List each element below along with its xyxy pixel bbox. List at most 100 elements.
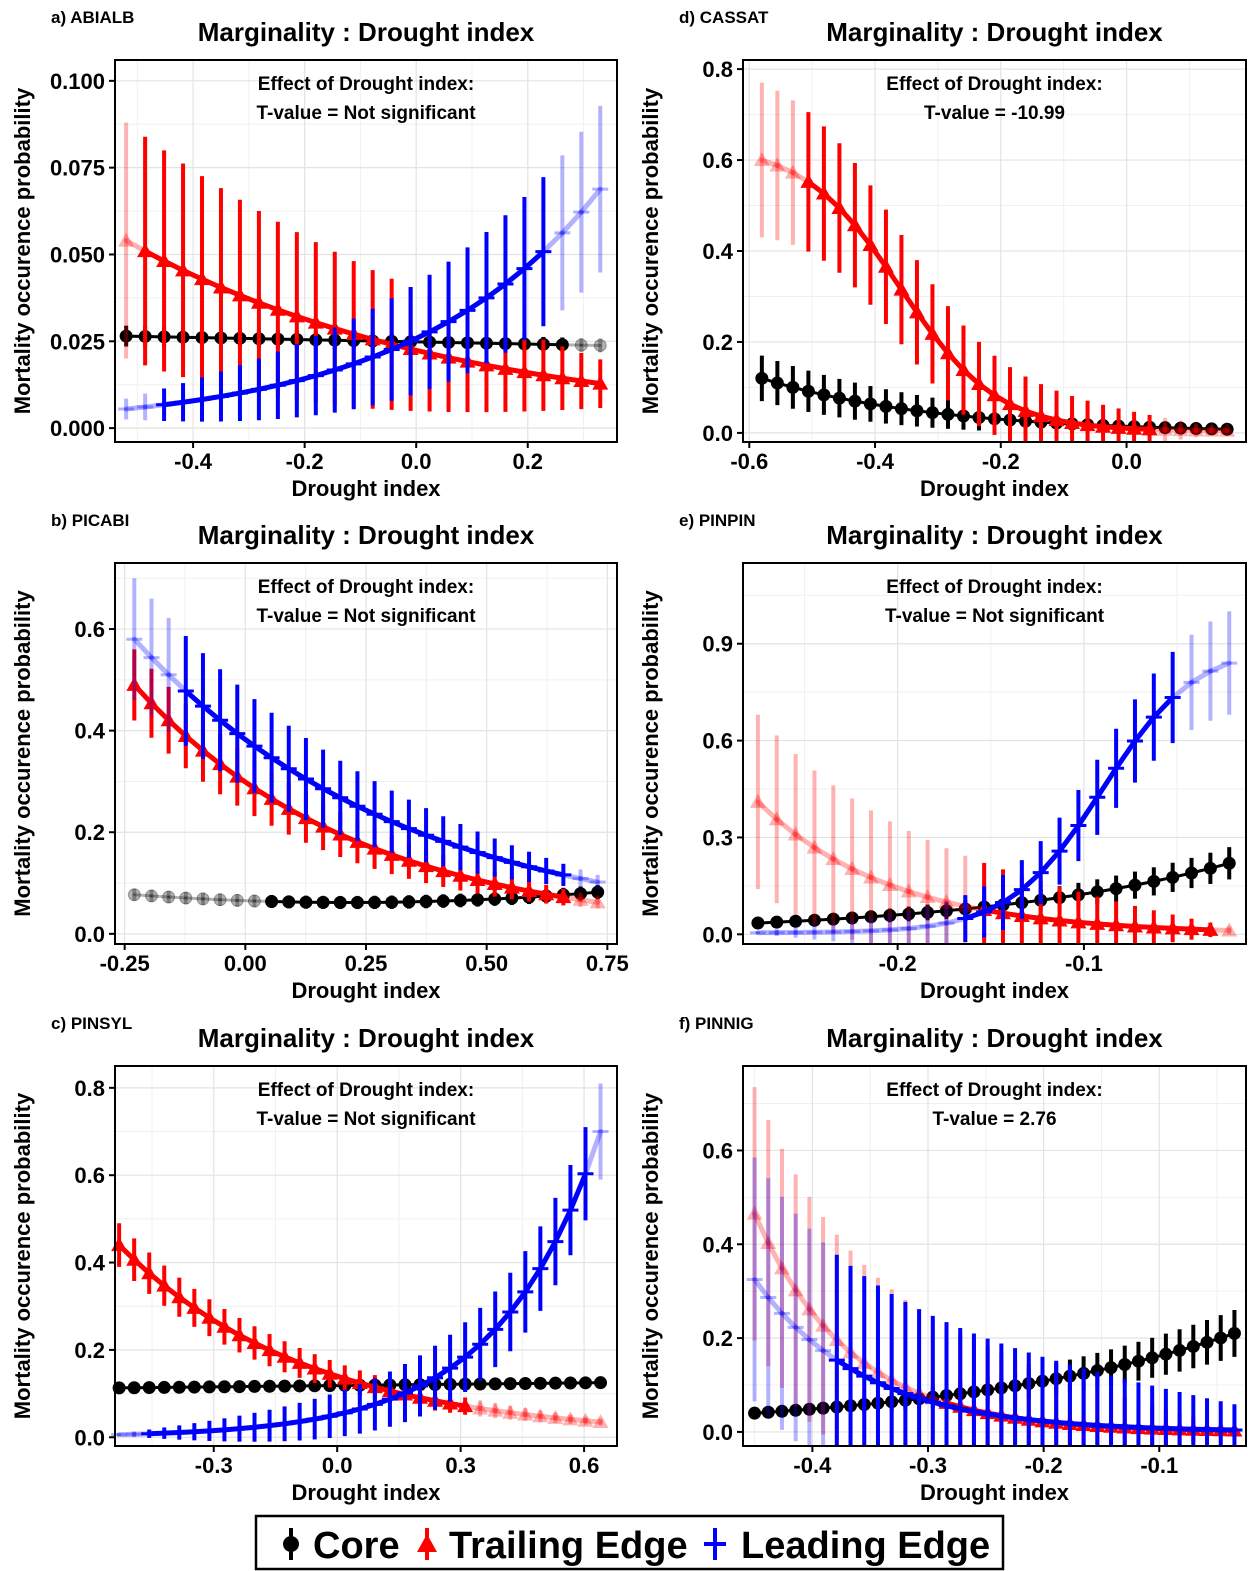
x-axis-label: Drought index <box>920 476 1070 501</box>
y-tick-label: 0.2 <box>74 1338 105 1363</box>
data-point-core <box>1090 885 1104 899</box>
x-tick-label: -0.1 <box>1140 1453 1178 1478</box>
data-point-trailing-edge <box>212 279 229 294</box>
series-line-segment <box>218 898 239 902</box>
x-tick-label: -0.4 <box>174 449 213 474</box>
series-line-segment <box>507 1410 528 1418</box>
y-tick-label: 0.6 <box>702 1138 733 1163</box>
series-trailing-edge <box>118 122 609 413</box>
data-point-core <box>247 894 261 908</box>
y-axis-label: Mortality occurence probability <box>638 590 663 917</box>
data-point-trailing-edge <box>815 185 832 200</box>
panel-title: Marginality : Drought index <box>198 1023 535 1053</box>
data-point-trailing-edge <box>815 1317 832 1332</box>
y-tick-label: 0.0 <box>702 922 733 947</box>
data-point-core <box>127 1381 141 1395</box>
series-line-segment <box>1207 660 1232 674</box>
data-point-core <box>263 1379 277 1393</box>
data-point-trailing-edge <box>231 287 248 302</box>
series-line-segment <box>755 799 780 822</box>
effect-line-1: Effect of Drought index: <box>886 577 1102 598</box>
series-line-segment <box>446 307 471 325</box>
data-point-trailing-edge <box>1221 922 1238 937</box>
data-point-trailing-edge <box>250 294 267 309</box>
grid <box>743 563 1246 944</box>
series-line-segment <box>1170 679 1195 701</box>
series-line-segment <box>887 882 912 895</box>
data-point-core <box>187 1380 201 1394</box>
legend-label-leading-edge: Leading Edge <box>741 1525 990 1567</box>
data-point-core <box>196 892 210 906</box>
panel-3: -0.3 0.0 0.3 0.6 0.0 0.2 0.4 0.6 0.8 c) PINSYL Mar… <box>10 1014 618 1505</box>
data-point-trailing-edge <box>986 387 1003 402</box>
data-point-trailing-edge <box>487 1402 504 1417</box>
effect-line-1: Effect of Drought index: <box>258 1080 474 1101</box>
series-line-segment <box>537 1413 558 1421</box>
y-tick-label: 0.6 <box>74 1163 105 1188</box>
data-point-trailing-edge <box>517 1406 534 1421</box>
data-point-core <box>230 893 244 907</box>
x-tick-label: -0.3 <box>909 1453 947 1478</box>
series-line-segment <box>578 186 603 215</box>
data-point-core <box>748 1406 762 1420</box>
data-point-trailing-edge <box>862 237 879 252</box>
series-line-segment <box>502 266 527 287</box>
series-line-segment <box>765 1294 785 1316</box>
y-axis-label: Mortality occurence probability <box>10 1092 35 1419</box>
series-line-segment <box>462 1341 483 1360</box>
data-point-core <box>1185 866 1199 880</box>
series-line-segment <box>1000 887 1025 906</box>
panel-letter: d) CASSAT <box>679 8 769 27</box>
series-line-segment <box>492 1408 513 1416</box>
data-point-trailing-edge <box>1033 408 1050 423</box>
x-tick-label: -0.1 <box>1065 951 1103 976</box>
data-point-trailing-edge <box>156 252 173 267</box>
y-axis-label: Mortality occurence probability <box>10 590 35 917</box>
series-line-segment <box>582 1129 604 1177</box>
data-point-core <box>1200 1335 1214 1349</box>
legend-item-trailing-edge: Trailing Edge <box>417 1525 688 1567</box>
y-tick-label: 0.4 <box>702 1232 733 1257</box>
data-point-core <box>299 895 313 909</box>
series-leading-edge <box>746 1157 1243 1446</box>
series-line-segment <box>848 1349 867 1366</box>
data-point-trailing-edge <box>1126 420 1143 435</box>
data-point-trailing-edge <box>276 1348 293 1363</box>
data-point-core <box>217 1380 231 1394</box>
panel-title: Marginality : Drought index <box>198 520 535 550</box>
series-line-segment <box>1189 668 1213 685</box>
series-line-segment <box>889 1377 908 1390</box>
series-line-segment <box>559 209 584 236</box>
data-point-core <box>770 915 784 929</box>
series-line-segment <box>774 816 799 838</box>
data-point-core <box>761 1405 775 1419</box>
data-point-trailing-edge <box>400 852 417 867</box>
data-point-core <box>826 912 840 926</box>
data-point-trailing-edge <box>562 1411 579 1426</box>
data-point-core <box>879 399 893 413</box>
data-point-core <box>385 895 399 909</box>
data-point-core <box>591 885 605 899</box>
data-point-core <box>1174 421 1188 435</box>
series-leading-edge <box>749 611 1238 944</box>
data-point-core <box>594 1376 608 1390</box>
data-point-core <box>1131 1354 1145 1368</box>
data-point-trailing-edge <box>1188 422 1205 437</box>
data-point-core <box>770 376 784 390</box>
data-point-trailing-edge <box>846 217 863 232</box>
data-point-core <box>574 887 588 901</box>
data-point-trailing-edge <box>126 1251 143 1266</box>
data-point-core <box>1227 1326 1241 1340</box>
y-tick-label: 0.8 <box>702 57 733 82</box>
data-point-core <box>127 888 141 902</box>
data-point-core <box>1109 882 1123 896</box>
series-leading-edge <box>126 578 606 890</box>
data-point-core <box>1118 1357 1132 1371</box>
data-point-trailing-edge <box>753 152 770 167</box>
data-point-core <box>419 895 433 909</box>
data-point-trailing-edge <box>383 846 400 861</box>
data-point-core <box>144 889 158 903</box>
x-tick-label: -0.4 <box>856 449 895 474</box>
series-line-segment <box>1132 714 1157 744</box>
